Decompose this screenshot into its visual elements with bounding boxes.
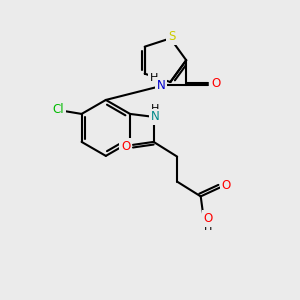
Text: H: H [150, 73, 158, 83]
Text: H: H [204, 222, 212, 232]
Text: H: H [151, 103, 159, 114]
Text: N: N [157, 79, 166, 92]
Text: O: O [211, 77, 220, 90]
Text: O: O [222, 179, 231, 192]
Text: O: O [203, 212, 213, 225]
Text: N: N [151, 110, 160, 123]
Text: S: S [168, 30, 176, 44]
Text: O: O [121, 140, 130, 153]
Text: Cl: Cl [52, 103, 64, 116]
